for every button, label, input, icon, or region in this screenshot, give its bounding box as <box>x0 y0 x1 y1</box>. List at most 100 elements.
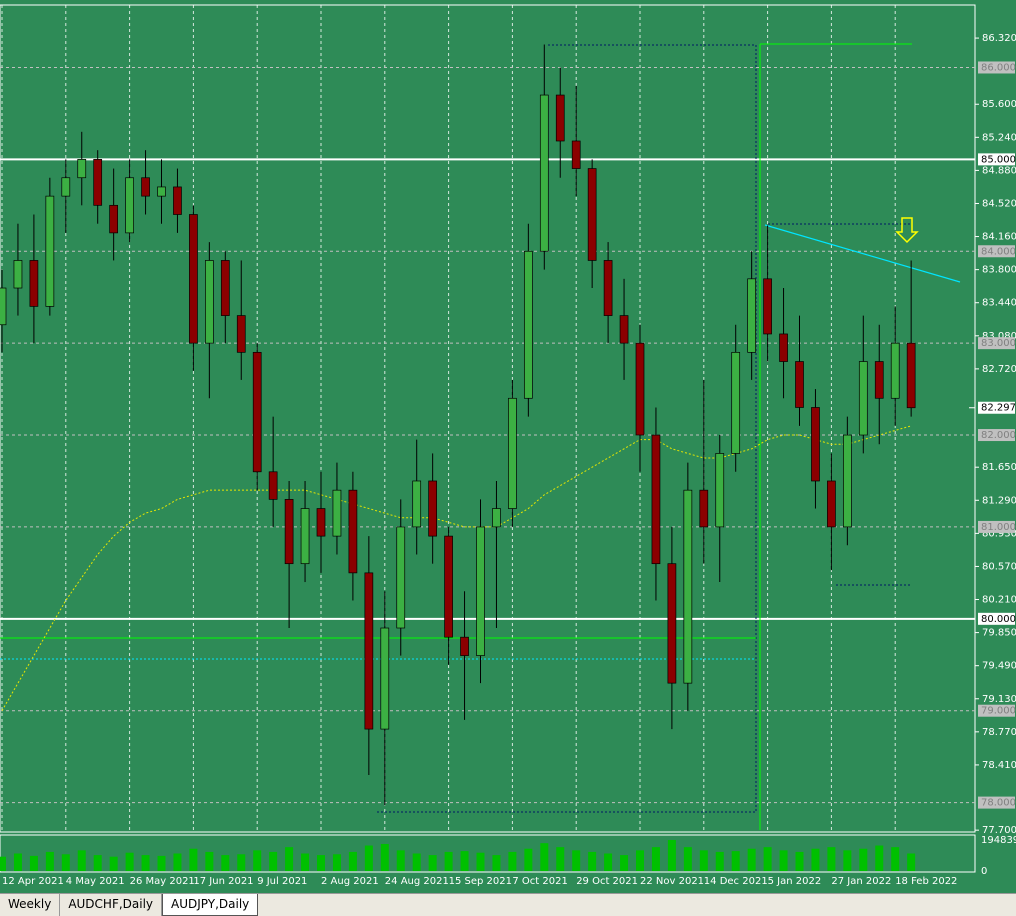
volume-bar <box>699 850 708 871</box>
volume-bar <box>476 852 485 871</box>
candle-body <box>364 572 374 730</box>
y-tick-label: 81.290 <box>982 495 1016 506</box>
candle-body <box>316 508 326 537</box>
x-tick-label: 7 Oct 2021 <box>512 876 567 887</box>
y-tick-label: 83.800 <box>982 265 1016 276</box>
x-tick-label: 22 Nov 2021 <box>640 876 704 887</box>
x-tick-label: 12 Apr 2021 <box>2 876 64 887</box>
y-tick-label: 81.650 <box>982 462 1016 473</box>
volume-bar <box>317 855 325 871</box>
candle-body <box>220 260 230 316</box>
candle-body <box>779 333 788 362</box>
chart-tab[interactable]: Weekly <box>0 894 61 916</box>
y-tick-label: 85.240 <box>982 132 1016 143</box>
y-tick-label: 79.490 <box>982 661 1016 672</box>
volume-bar <box>380 843 389 871</box>
candle-body <box>45 195 55 307</box>
level-label-box <box>978 704 1015 717</box>
x-tick-label: 18 Feb 2022 <box>895 876 957 887</box>
level-label-box <box>978 245 1015 258</box>
y-tick-label: 78.770 <box>982 727 1016 738</box>
volume-bar <box>875 845 884 871</box>
volume-bar <box>572 850 581 871</box>
x-tick-label: 9 Jul 2021 <box>257 876 307 887</box>
candle-body <box>77 159 87 179</box>
y-tick-label: 84.160 <box>982 232 1016 243</box>
y-tick-label: 80.930 <box>982 528 1016 539</box>
candle-body <box>332 489 342 537</box>
level-label-box <box>978 337 1015 350</box>
level-label: 79.000 <box>981 706 1016 717</box>
y-tick-label: 84.520 <box>982 198 1016 209</box>
y-tick-label: 80.570 <box>982 561 1016 572</box>
level-label: 83.000 <box>981 338 1016 349</box>
candle-body <box>555 94 565 142</box>
candle-body <box>763 278 772 335</box>
volume-bar <box>907 853 916 871</box>
chart-tab[interactable]: AUDCHF,Daily <box>60 894 163 916</box>
candle-body <box>508 397 517 509</box>
volume-bar <box>827 847 836 871</box>
y-tick-label: 79.850 <box>982 628 1016 639</box>
level-label: 80.000 <box>981 614 1016 625</box>
volume-bar <box>285 847 294 871</box>
candle-body <box>236 315 246 353</box>
volume-bar <box>891 847 900 871</box>
candle-body <box>252 351 262 473</box>
candle-body <box>396 526 406 629</box>
candle-body <box>890 342 900 399</box>
y-tick-label: 85.600 <box>982 99 1016 110</box>
volume-bar <box>524 848 533 871</box>
candle-body <box>412 480 422 528</box>
volume-bar <box>0 856 6 871</box>
volume-bar <box>556 847 565 871</box>
candle-body <box>93 159 103 206</box>
chart-tab[interactable]: AUDJPY,Daily <box>162 894 259 916</box>
candle-body <box>874 361 884 399</box>
arrow-icon <box>895 217 919 244</box>
tab-bar: Weekly AUDCHF,Daily AUDJPY,Daily <box>0 893 1016 916</box>
volume-bar <box>460 851 469 871</box>
volume-bar <box>588 851 597 871</box>
volume-bar <box>348 851 357 871</box>
y-tick-label: 83.440 <box>982 298 1016 309</box>
volume-bar <box>444 851 453 871</box>
candle-body <box>827 480 836 528</box>
volume-bar <box>221 855 230 871</box>
y-tick-label: 82.720 <box>982 364 1016 375</box>
volume-bar <box>45 851 54 871</box>
level-label: 85.000 <box>981 154 1016 165</box>
level-label: 82.000 <box>981 430 1016 441</box>
volume-bar <box>301 853 310 871</box>
candle-body <box>492 508 501 528</box>
current-price-label: 82.297 <box>981 403 1016 414</box>
volume-bar <box>795 851 804 871</box>
y-tick-label: 86.320 <box>982 33 1016 44</box>
volume-bar <box>731 851 740 871</box>
volume-tick-label: 194839 <box>981 835 1016 846</box>
y-tick-label: 80.210 <box>982 595 1016 606</box>
candle-body <box>811 407 820 482</box>
candle-body <box>651 434 661 565</box>
volume-bar <box>859 848 868 871</box>
x-tick-label: 29 Oct 2021 <box>576 876 638 887</box>
candle-body <box>747 278 757 353</box>
volume-tick-label: 0 <box>981 866 987 877</box>
x-tick-label: 4 May 2021 <box>66 876 125 887</box>
volume-bar <box>747 848 756 871</box>
candle-body <box>587 168 597 261</box>
volume-bar <box>93 855 102 871</box>
candle-body <box>141 177 150 197</box>
volume-bar <box>636 850 644 871</box>
volume-bar <box>61 854 70 871</box>
trend-line <box>764 224 961 283</box>
level-label: 84.000 <box>981 246 1016 257</box>
candle-body <box>173 186 182 215</box>
volume-bar <box>237 854 246 871</box>
volume-bar <box>173 853 182 871</box>
level-label: 86.000 <box>981 62 1016 73</box>
volume-bar <box>667 840 676 871</box>
volume-bar <box>77 850 86 871</box>
candle-body <box>571 140 581 169</box>
y-tick-label: 78.410 <box>982 760 1016 771</box>
